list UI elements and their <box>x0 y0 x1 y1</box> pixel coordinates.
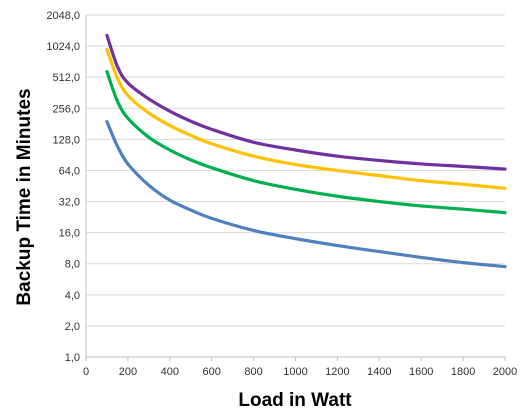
y-tick-label: 16,0 <box>59 228 80 240</box>
x-tick-label: 800 <box>244 366 262 378</box>
y-tick-label: 512,0 <box>52 72 80 84</box>
x-tick-label: 0 <box>83 366 89 378</box>
series-line-4 <box>105 120 507 269</box>
x-tick-label: 1200 <box>325 366 349 378</box>
x-tick-label: 1000 <box>283 366 307 378</box>
x-tick-label: 2000 <box>493 366 517 378</box>
y-tick-label: 2,0 <box>65 321 80 333</box>
x-axis-title: Load in Watt <box>238 390 352 411</box>
series-line-3 <box>105 69 507 215</box>
tick-labels: 1,0 2,0 4,0 8,0 16,0 32,0 64,0 128,0 256,0 512,0 1… <box>46 10 517 378</box>
series-line-1 <box>105 33 507 171</box>
y-tick-label: 64,0 <box>59 165 80 177</box>
x-tick-label: 1800 <box>451 366 475 378</box>
x-tick-label: 1600 <box>409 366 433 378</box>
x-tick-label: 1400 <box>367 366 391 378</box>
gridlines <box>86 14 505 327</box>
y-tick-label: 1024,0 <box>46 41 80 53</box>
x-tick-label: 200 <box>119 366 137 378</box>
y-tick-label: 256,0 <box>52 103 80 115</box>
axes <box>85 15 506 361</box>
series-line-2 <box>105 47 507 190</box>
x-tick-label: 600 <box>203 366 221 378</box>
y-axis-title: Backup Time in Minutes <box>14 88 35 305</box>
series-lines <box>105 33 507 269</box>
y-tick-label: 32,0 <box>59 197 80 209</box>
y-tick-label: 8,0 <box>65 259 80 271</box>
x-tick-label: 400 <box>161 366 179 378</box>
y-tick-label: 4,0 <box>65 290 80 302</box>
y-tick-label: 128,0 <box>52 134 80 146</box>
y-tick-label: 1,0 <box>65 352 80 364</box>
y-tick-label: 2048,0 <box>46 10 80 22</box>
